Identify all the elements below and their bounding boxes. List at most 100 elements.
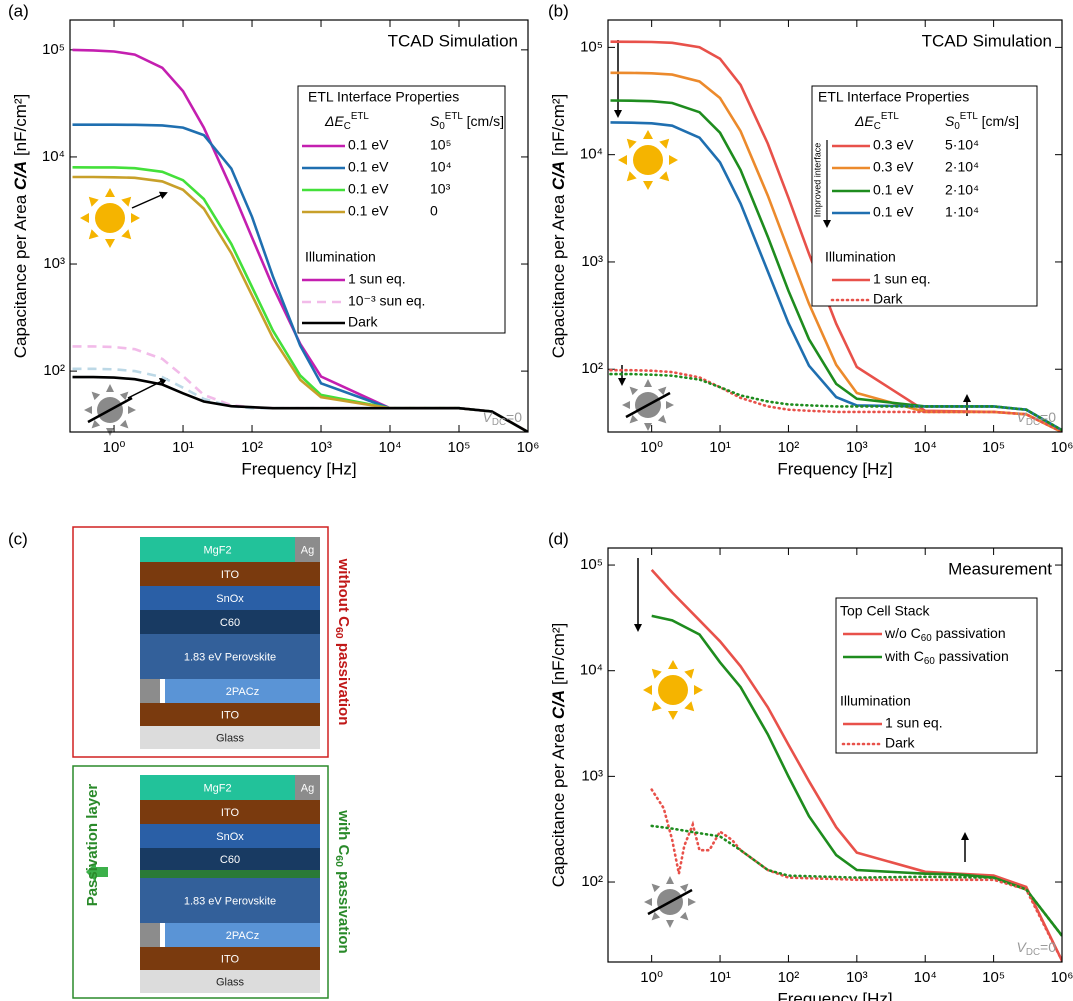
layer [295, 775, 320, 800]
legend-title: ETL Interface Properties [308, 89, 459, 105]
layer-label: 1.83 eV Perovskite [184, 895, 276, 907]
x-axis-label: Frequency [Hz] [777, 989, 892, 1001]
text-part: w/o C [884, 625, 921, 641]
substrate-contact [140, 923, 160, 947]
x-tick-label: 10² [778, 969, 800, 986]
annotation: TCAD Simulation [922, 31, 1052, 50]
x-tick-label: 10² [778, 439, 800, 456]
layer-label: MgF2 [203, 782, 231, 794]
y-tick-label: 10³ [43, 255, 65, 272]
legend-label: 0.1 eV [348, 203, 389, 219]
text-part: passivation [335, 867, 352, 954]
legend-s0: 2·10⁴ [945, 182, 979, 198]
legend-column-header: S0ETL [cm/s] [945, 111, 1019, 132]
legend-column-header: ΔECETL [854, 111, 899, 132]
legend-label: with C60 passivation [884, 648, 1009, 667]
x-axis-label: Frequency [Hz] [777, 459, 892, 478]
layer-label: SnOx [216, 831, 244, 843]
legend-label: 0.1 eV [873, 182, 914, 198]
text-part: [cm/s] [978, 113, 1019, 129]
dark-icon [620, 377, 676, 433]
legend-s0: 10⁴ [430, 159, 452, 175]
text-part: =0 [1040, 939, 1056, 955]
layer [140, 586, 320, 610]
text-part: passivation [935, 648, 1009, 664]
x-tick-label: 10² [241, 439, 263, 456]
text-part: Capacitance per Area [11, 190, 30, 358]
text-part: =0 [506, 409, 522, 425]
legend-label: 1 sun eq. [873, 271, 931, 287]
layer-label: Ag [301, 782, 314, 794]
legend-column-header: S0ETL [cm/s] [430, 111, 504, 132]
text-part: 60 [921, 633, 932, 644]
layer [140, 610, 320, 634]
y-axis-label: Capacitance per Area C/A [nF/cm²] [11, 94, 30, 359]
x-tick-label: 10³ [846, 439, 868, 456]
sun-icon [643, 660, 703, 720]
text-part: C/A [549, 161, 568, 190]
layer [140, 848, 320, 870]
layer [140, 562, 320, 586]
x-tick-label: 10⁰ [640, 969, 663, 986]
legend-title: ETL Interface Properties [818, 89, 969, 105]
layer [140, 878, 320, 923]
x-axis-label: Frequency [Hz] [241, 459, 356, 478]
x-tick-label: 10³ [310, 439, 332, 456]
layer-label: ITO [221, 709, 240, 721]
plot-frame [607, 19, 1063, 433]
stack-caption: without C60 passivation [333, 558, 352, 726]
layer-label: SnOx [216, 593, 244, 605]
dark-icon [642, 874, 698, 930]
stack-caption: with C60 passivation [333, 809, 352, 953]
text-part: ΔE [854, 113, 874, 129]
text-part: S [945, 113, 955, 129]
series-line [72, 345, 528, 432]
legend-s0: 0 [430, 203, 438, 219]
layer [165, 679, 320, 703]
x-tick-label: 10⁰ [103, 439, 126, 456]
series-line [609, 368, 1062, 432]
legend-label: 0.1 eV [873, 204, 914, 220]
legend-label: 0.3 eV [873, 137, 914, 153]
text-part: 0 [439, 121, 445, 132]
y-tick-label: 10² [43, 362, 65, 379]
legend-subtitle: Illumination [840, 693, 911, 709]
sun-icon [618, 130, 678, 190]
layer-label: MgF2 [203, 544, 231, 556]
y-tick-label: 10⁵ [580, 38, 603, 55]
text-part: 0 [954, 121, 960, 132]
passivation-label: Passivation layer [84, 784, 101, 907]
vdc-label: VDC=0 [1017, 939, 1057, 958]
panel-label: (c) [8, 529, 28, 548]
panel-label: (b) [548, 1, 569, 20]
passivation-arrow [86, 862, 108, 882]
legend-label: Dark [873, 291, 904, 307]
arrow [127, 378, 168, 399]
legend-column-header: ΔECETL [324, 111, 369, 132]
text-part: [nF/cm²] [549, 623, 568, 690]
y-tick-label: 10² [581, 360, 603, 377]
legend-title: Top Cell Stack [840, 603, 930, 619]
text-part: 60 [924, 656, 935, 667]
text-part: V [1017, 939, 1028, 955]
layer-label: C60 [220, 854, 240, 866]
text-part: passivation [932, 625, 1006, 641]
legend-label: 1 sun eq. [885, 715, 943, 731]
annotation: TCAD Simulation [388, 31, 518, 50]
dark-icon [82, 382, 138, 438]
layer [140, 703, 320, 726]
x-tick-label: 10⁰ [640, 439, 663, 456]
y-tick-label: 10³ [581, 253, 603, 270]
text-part: [cm/s] [463, 113, 504, 129]
y-tick-label: 10⁴ [42, 148, 65, 165]
legend-subtitle: Illumination [305, 249, 376, 265]
y-tick-label: 10⁴ [580, 146, 603, 163]
legend-box [835, 597, 1038, 754]
plot-frame [607, 547, 1063, 963]
legend-box [297, 85, 506, 334]
substrate-contact [140, 679, 160, 703]
text-part: [nF/cm²] [11, 94, 30, 161]
x-tick-label: 10⁵ [982, 439, 1005, 456]
sun-icon [80, 188, 140, 248]
text-part: without C [335, 558, 352, 627]
